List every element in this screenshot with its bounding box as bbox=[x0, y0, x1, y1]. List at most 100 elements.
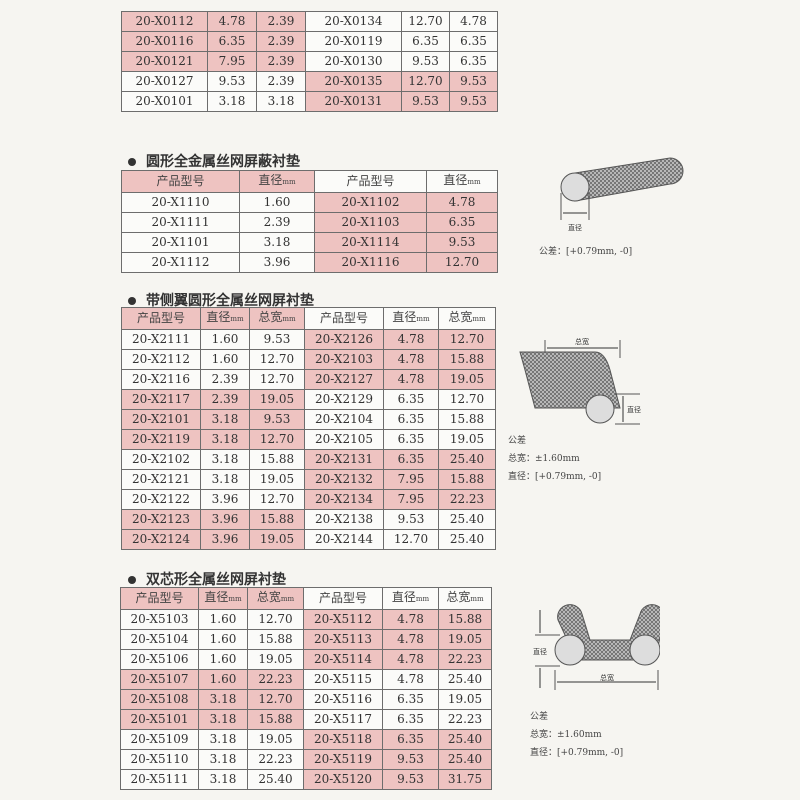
table-row: 20-X5106 1.60 19.05 20-X5114 4.78 22.23 bbox=[120, 649, 492, 670]
table-cell: 6.35 bbox=[207, 31, 257, 52]
cell-text: 20-X5110 bbox=[130, 752, 189, 766]
column-header: 总宽mm bbox=[438, 307, 496, 330]
table-cell: 20-X5110 bbox=[120, 749, 199, 770]
cell-text: 6.35 bbox=[218, 34, 246, 48]
table-cell: 12.70 bbox=[426, 252, 498, 273]
cell-text: 20-X2124 bbox=[132, 532, 190, 546]
cell-text: 2.39 bbox=[267, 74, 295, 88]
table-row: 20-X0127 9.53 2.39 20-X0135 12.70 9.53 bbox=[121, 71, 498, 92]
table-cell: 12.70 bbox=[247, 609, 304, 630]
header-row: 产品型号 直径mm 总宽mm 产品型号 直径mm 总宽mm bbox=[120, 587, 492, 610]
column-header: 产品型号 bbox=[304, 307, 384, 330]
table-cell: 7.95 bbox=[383, 489, 439, 510]
cell-text: 9.53 bbox=[460, 74, 487, 88]
table-cell: 20-X0131 bbox=[305, 91, 402, 112]
cell-text: 20-X2127 bbox=[315, 372, 373, 386]
table-cell: 2.39 bbox=[256, 51, 306, 72]
table-cell: 6.35 bbox=[382, 709, 439, 730]
cell-text: 9.53 bbox=[412, 54, 439, 68]
cell-text: 25.40 bbox=[447, 732, 483, 746]
column-header: 总宽mm bbox=[247, 587, 304, 610]
unit-label: mm bbox=[472, 315, 486, 323]
cell-text: 直径 bbox=[443, 173, 468, 187]
tolerance-width: 总宽：±1.60mm bbox=[508, 454, 580, 464]
table-cell: 3.96 bbox=[200, 509, 250, 530]
cell-text: 4.78 bbox=[218, 14, 246, 28]
cell-text: 20-X5115 bbox=[314, 672, 372, 686]
table-cell: 20-X0116 bbox=[121, 31, 208, 52]
unit-label: mm bbox=[416, 315, 430, 323]
unit-label: mm bbox=[280, 595, 295, 603]
cell-text: 直径 bbox=[204, 590, 229, 604]
cell-text: 20-X0121 bbox=[135, 54, 194, 68]
cell-text: 15.88 bbox=[259, 512, 295, 526]
table-cell: 15.88 bbox=[438, 409, 496, 430]
cell-text: 4.78 bbox=[397, 652, 424, 666]
table-cell: 2.39 bbox=[256, 71, 306, 92]
bullet-icon bbox=[128, 576, 136, 584]
cell-text: 19.05 bbox=[449, 372, 485, 386]
table-cell: 20-X5111 bbox=[120, 769, 199, 790]
table-cell: 9.53 bbox=[382, 749, 439, 770]
cell-text: 25.40 bbox=[447, 672, 483, 686]
cell-text: 12.70 bbox=[259, 492, 295, 506]
cell-text: 20-X2132 bbox=[315, 472, 373, 486]
cell-text: 19.05 bbox=[259, 392, 295, 406]
column-header: 直径mm bbox=[198, 587, 248, 610]
bullet-icon bbox=[128, 297, 136, 305]
table-row: 20-X2117 2.39 19.05 20-X2129 6.35 12.70 bbox=[121, 389, 496, 410]
cell-text: 12.70 bbox=[444, 255, 480, 269]
cell-text: 20-X2111 bbox=[132, 332, 190, 346]
column-header: 产品型号 bbox=[121, 170, 240, 193]
table-cell: 19.05 bbox=[247, 729, 304, 750]
cell-text: 6.35 bbox=[397, 452, 425, 466]
table-cell: 9.53 bbox=[401, 91, 450, 112]
cell-text: 25.40 bbox=[447, 752, 483, 766]
table-cell: 6.35 bbox=[401, 31, 450, 52]
cell-text: 20-X0101 bbox=[135, 94, 194, 108]
cell-text: 20-X1116 bbox=[341, 255, 400, 269]
table-cell: 20-X2134 bbox=[304, 489, 384, 510]
table-cell: 20-X5112 bbox=[303, 609, 383, 630]
cell-text: 2.39 bbox=[267, 54, 295, 68]
table-cell: 20-X2123 bbox=[121, 509, 201, 530]
cell-text: 12.70 bbox=[259, 432, 295, 446]
cell-text: 25.40 bbox=[258, 772, 293, 786]
table-cell: 3.18 bbox=[200, 429, 250, 450]
table-cell: 2.39 bbox=[200, 389, 250, 410]
table-cell: 22.23 bbox=[247, 749, 304, 770]
cell-text: 产品型号 bbox=[156, 174, 205, 188]
table-cell: 2.39 bbox=[239, 212, 315, 233]
cell-text: 20-X5103 bbox=[130, 612, 189, 626]
table-cell: 20-X2129 bbox=[304, 389, 384, 410]
table-cell: 20-X0127 bbox=[121, 71, 208, 92]
table-cell: 3.18 bbox=[207, 91, 257, 112]
cell-text: 6.35 bbox=[397, 732, 424, 746]
column-header: 直径mm bbox=[239, 170, 315, 193]
dual-core-gasket-diagram: 直径 总宽 bbox=[533, 604, 660, 690]
cell-text: 15.88 bbox=[259, 452, 295, 466]
cell-text: 20-X1110 bbox=[151, 195, 210, 209]
cell-text: 直径 bbox=[258, 173, 283, 187]
cell-text: 产品型号 bbox=[135, 591, 184, 605]
table-cell: 3.18 bbox=[239, 232, 315, 253]
table-cell: 31.75 bbox=[438, 769, 492, 790]
unit-label: mm bbox=[467, 178, 481, 186]
table-cell: 20-X2112 bbox=[121, 349, 201, 370]
table-cell: 3.18 bbox=[256, 91, 306, 112]
cell-text: 20-X0134 bbox=[324, 14, 383, 28]
cell-text: 产品型号 bbox=[136, 311, 185, 325]
table-cell: 25.40 bbox=[438, 669, 492, 690]
table-cell: 12.70 bbox=[249, 429, 305, 450]
cell-text: 12.70 bbox=[408, 74, 443, 88]
cell-text: 6.35 bbox=[397, 432, 425, 446]
table-cell: 20-X5108 bbox=[120, 689, 199, 710]
table-cell: 20-X1111 bbox=[121, 212, 240, 233]
cell-text: 20-X5107 bbox=[130, 672, 189, 686]
cell-text: 3.96 bbox=[211, 532, 239, 546]
table-cell: 20-X1112 bbox=[121, 252, 240, 273]
cell-text: 产品型号 bbox=[319, 311, 368, 325]
table-cell: 9.53 bbox=[449, 91, 498, 112]
unit-label: mm bbox=[282, 315, 296, 323]
table-row: 20-X0112 4.78 2.39 20-X0134 12.70 4.78 bbox=[121, 11, 498, 32]
